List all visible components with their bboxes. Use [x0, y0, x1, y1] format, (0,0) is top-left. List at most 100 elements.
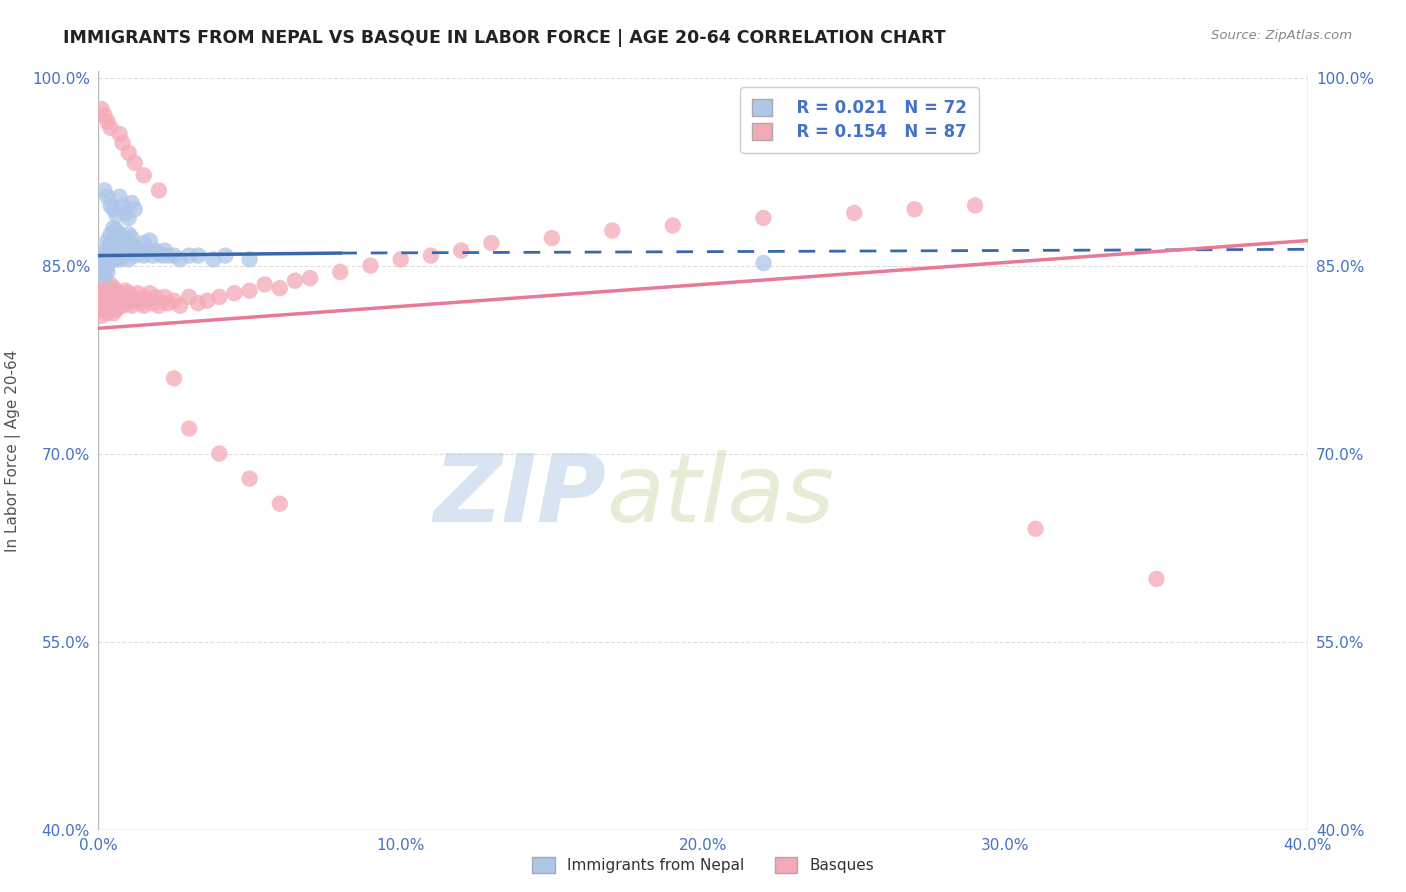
Point — [121, 231, 143, 245]
Point — [90, 302, 112, 317]
Point — [111, 240, 134, 254]
Point — [108, 127, 131, 141]
Legend:   R = 0.021   N = 72,   R = 0.154   N = 87: R = 0.021 N = 72, R = 0.154 N = 87 — [741, 87, 979, 153]
Point — [93, 296, 115, 310]
Point — [93, 246, 115, 260]
Point — [450, 244, 472, 258]
Point — [90, 252, 112, 267]
Point — [124, 249, 146, 263]
Point — [124, 293, 146, 308]
Point — [169, 299, 191, 313]
Point — [329, 265, 352, 279]
Text: atlas: atlas — [606, 450, 835, 541]
Point — [103, 240, 125, 254]
Y-axis label: In Labor Force | Age 20-64: In Labor Force | Age 20-64 — [6, 350, 21, 551]
Point — [187, 296, 209, 310]
Point — [108, 227, 131, 242]
Point — [96, 299, 118, 313]
Point — [96, 189, 118, 203]
Point — [100, 235, 122, 250]
Point — [103, 306, 125, 320]
Point — [121, 290, 143, 304]
Point — [103, 202, 125, 217]
Point — [93, 251, 115, 265]
Point — [103, 290, 125, 304]
Point — [163, 293, 186, 308]
Point — [481, 235, 503, 250]
Point — [108, 235, 131, 250]
Point — [93, 286, 115, 301]
Point — [96, 306, 118, 320]
Point — [90, 256, 112, 270]
Point — [96, 249, 118, 263]
Point — [253, 277, 276, 292]
Point — [108, 252, 131, 267]
Point — [114, 244, 136, 258]
Point — [100, 296, 122, 310]
Point — [111, 198, 134, 212]
Point — [904, 202, 927, 217]
Point — [90, 102, 112, 116]
Point — [93, 259, 115, 273]
Point — [96, 259, 118, 273]
Point — [100, 244, 122, 258]
Point — [111, 249, 134, 263]
Point — [114, 234, 136, 248]
Point — [208, 290, 231, 304]
Point — [135, 244, 157, 258]
Point — [108, 286, 131, 301]
Point — [124, 156, 146, 170]
Point — [103, 231, 125, 245]
Point — [132, 235, 155, 250]
Point — [169, 252, 191, 267]
Point — [360, 259, 382, 273]
Legend: Immigrants from Nepal, Basques: Immigrants from Nepal, Basques — [526, 851, 880, 879]
Point — [1144, 572, 1167, 586]
Point — [118, 296, 141, 310]
Point — [135, 293, 157, 308]
Point — [142, 296, 165, 310]
Point — [187, 249, 209, 263]
Point — [90, 284, 112, 298]
Point — [224, 286, 246, 301]
Point — [90, 296, 112, 310]
Point — [111, 290, 134, 304]
Point — [150, 249, 173, 263]
Point — [93, 268, 115, 283]
Point — [129, 296, 152, 310]
Point — [114, 206, 136, 220]
Point — [148, 183, 170, 197]
Point — [108, 189, 131, 203]
Point — [118, 145, 141, 160]
Point — [96, 290, 118, 304]
Point — [105, 302, 128, 317]
Point — [93, 265, 115, 279]
Point — [752, 256, 775, 270]
Point — [540, 231, 562, 245]
Point — [132, 299, 155, 313]
Point — [118, 252, 141, 267]
Point — [153, 290, 176, 304]
Point — [96, 234, 118, 248]
Point — [195, 293, 218, 308]
Point — [132, 169, 155, 183]
Point — [142, 249, 165, 263]
Point — [208, 447, 231, 461]
Point — [844, 206, 866, 220]
Point — [105, 293, 128, 308]
Point — [139, 234, 162, 248]
Point — [100, 198, 122, 212]
Point — [103, 299, 125, 313]
Point — [111, 299, 134, 313]
Point — [214, 249, 236, 263]
Point — [179, 249, 201, 263]
Point — [93, 277, 115, 292]
Point — [239, 252, 262, 267]
Point — [127, 286, 149, 301]
Point — [114, 293, 136, 308]
Point — [239, 284, 262, 298]
Point — [965, 198, 987, 212]
Point — [103, 246, 125, 260]
Point — [389, 252, 412, 267]
Point — [661, 219, 683, 233]
